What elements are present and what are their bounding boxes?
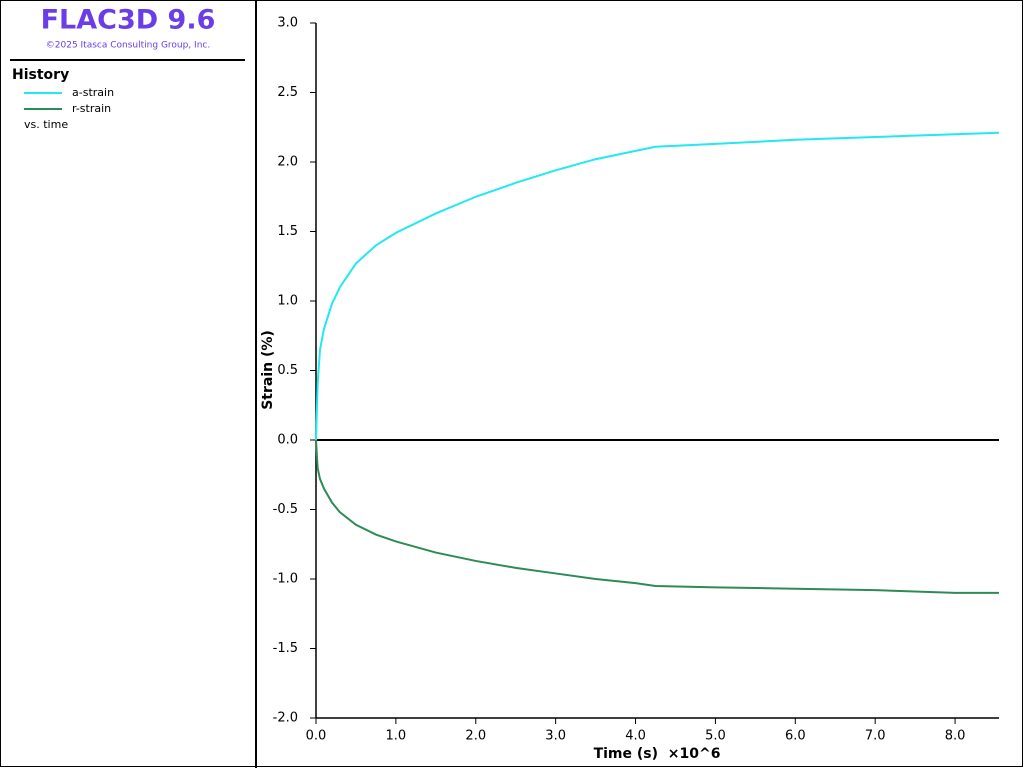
legend-title: History (12, 67, 69, 83)
y-tick-label: 3.0 (277, 16, 298, 31)
x-tick-label: 0.0 (306, 729, 327, 744)
y-tick-label: -0.5 (273, 502, 298, 517)
y-tick-label: 0.5 (277, 363, 298, 378)
x-axis-label: Time (s) ×10^6 (594, 746, 721, 762)
y-tick-label: 1.5 (277, 224, 298, 239)
x-tick-label: 2.0 (465, 729, 486, 744)
x-tick-label: 5.0 (705, 729, 726, 744)
series-line (315, 439, 999, 594)
y-tick-label: -1.0 (273, 572, 298, 587)
x-tick-label: 3.0 (545, 729, 566, 744)
y-tick-label: -1.5 (273, 641, 298, 656)
y-tick-label: 2.0 (277, 155, 298, 170)
legend: a-strain r-strain (24, 86, 114, 115)
copyright: ©2025 Itasca Consulting Group, Inc. (46, 41, 210, 51)
x-tick-label: 8.0 (945, 729, 966, 744)
app-title: FLAC3D 9.6 (41, 5, 216, 36)
y-tick-label: 2.5 (277, 85, 298, 100)
y-tick-label: 1.0 (277, 294, 298, 309)
x-tick-label: 6.0 (785, 729, 806, 744)
series-line (315, 131, 1000, 441)
y-tick-label: -2.0 (273, 711, 298, 726)
plot: -2.0 -1.5 -1.0 -0.5 0.0 0.5 1.0 1.5 2.0 2.5 3.0 0.0… (260, 16, 1000, 762)
legend-label: a-strain (72, 86, 114, 99)
x-tick-label: 4.0 (625, 729, 646, 744)
legend-label: r-strain (72, 102, 111, 115)
legend-footer: vs. time (24, 118, 68, 131)
y-axis-label: Strain (%) (260, 330, 276, 410)
x-tick-label: 7.0 (865, 729, 886, 744)
x-tick-label: 1.0 (386, 729, 407, 744)
y-tick-label: 0.0 (277, 433, 298, 448)
